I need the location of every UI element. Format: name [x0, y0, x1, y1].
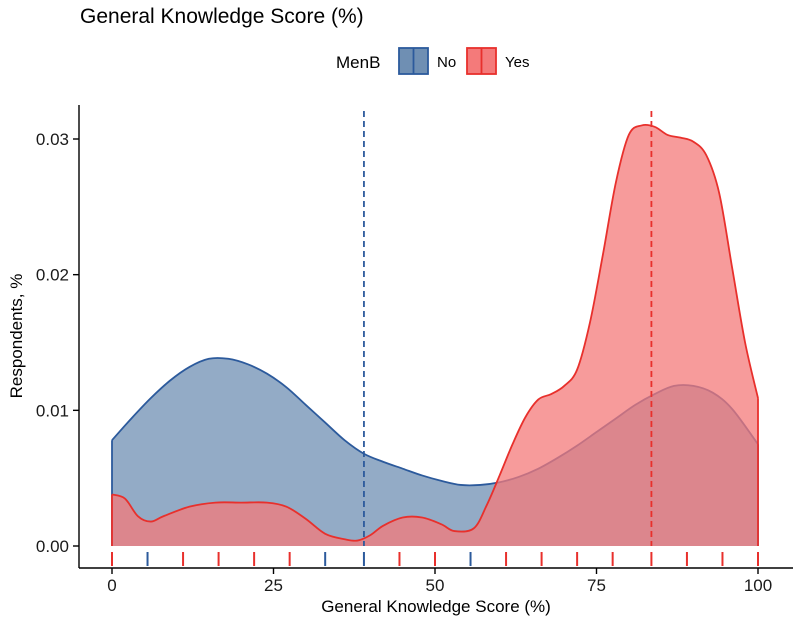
density-line-yes: [111, 123, 759, 542]
legend-title: MenB: [336, 53, 380, 72]
x-tick-label: 75: [587, 576, 606, 595]
y-tick-label: 0.00: [36, 537, 69, 556]
chart-title: General Knowledge Score (%): [80, 5, 364, 28]
y-tick-label: 0.03: [36, 130, 69, 149]
legend-item-no: No: [398, 47, 456, 75]
x-axis-ticks: 0 25 50 75 100: [107, 568, 772, 595]
x-tick-label: 25: [264, 576, 283, 595]
y-axis-ticks: 0.00 0.01 0.02 0.03: [36, 130, 79, 556]
x-tick-label: 50: [426, 576, 445, 595]
x-tick-label: 100: [744, 576, 772, 595]
legend: MenB No Yes: [336, 47, 529, 75]
x-tick-label: 0: [107, 576, 116, 595]
y-tick-label: 0.02: [36, 266, 69, 285]
y-tick-label: 0.01: [36, 401, 69, 420]
legend-label-no: No: [437, 54, 456, 71]
legend-item-yes: Yes: [466, 47, 529, 75]
legend-label-yes: Yes: [505, 54, 529, 71]
y-axis-label: Respondents, %: [7, 274, 26, 399]
density-area-yes: [112, 124, 758, 547]
x-axis-label: General Knowledge Score (%): [321, 597, 551, 616]
plot-area: [111, 111, 759, 566]
